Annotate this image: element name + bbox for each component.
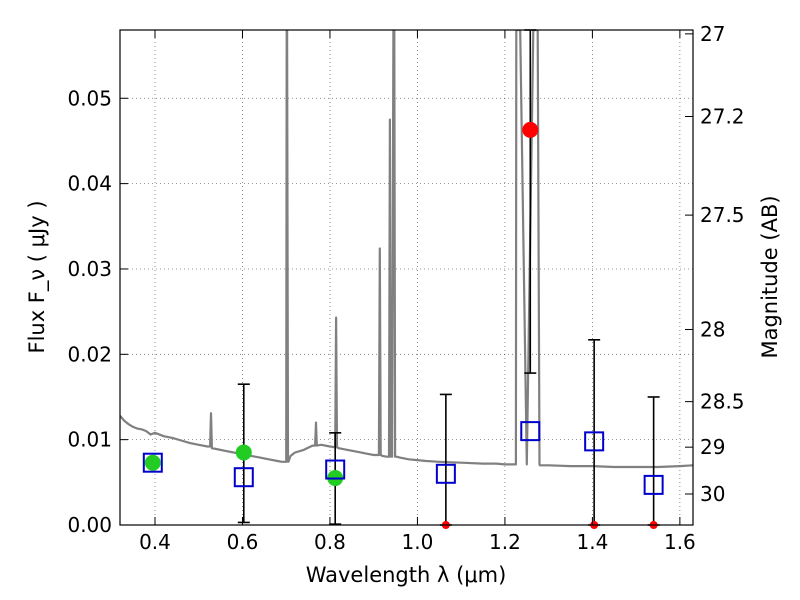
model-spectrum-line bbox=[120, 30, 693, 469]
x-tick-label: 1.4 bbox=[576, 530, 608, 554]
x-tick-label: 1.2 bbox=[489, 530, 521, 554]
x-tick-label: 0.4 bbox=[139, 530, 171, 554]
model-photometry-point bbox=[325, 459, 346, 480]
magnitude-tick-label: 27.2 bbox=[700, 104, 745, 128]
model-photometry-point bbox=[142, 452, 163, 473]
observed-point bbox=[144, 454, 161, 471]
y-tick-label: 0.04 bbox=[67, 172, 112, 196]
y-axis-ticks: 0.00 0.01 0.02 0.03 0.04 0.05 bbox=[67, 86, 128, 537]
model-photometry-point bbox=[584, 431, 605, 452]
magnitude-axis-ticks: 27 27.2 27.5 28 28.5 29 30 bbox=[685, 22, 745, 506]
observed-point bbox=[235, 444, 252, 461]
x-axis-label: Wavelength λ (μm) bbox=[306, 563, 507, 587]
model-photometry-point bbox=[643, 474, 664, 495]
magnitude-axis-label: Magnitude (AB) bbox=[758, 195, 782, 358]
grid-lines bbox=[120, 30, 693, 526]
observed-point bbox=[522, 121, 539, 138]
y-tick-label: 0.05 bbox=[67, 86, 112, 110]
x-tick-label: 1.0 bbox=[402, 530, 434, 554]
magnitude-tick-label: 29 bbox=[700, 435, 725, 459]
x-tick-label: 1.6 bbox=[664, 530, 696, 554]
x-tick-label: 0.6 bbox=[227, 530, 259, 554]
magnitude-tick-label: 30 bbox=[700, 482, 725, 506]
data-points bbox=[142, 121, 664, 529]
magnitude-tick-label: 28 bbox=[700, 317, 725, 341]
y-tick-label: 0.01 bbox=[67, 428, 112, 452]
spectrum-layer bbox=[120, 30, 693, 469]
model-photometry-point bbox=[233, 467, 254, 488]
y-tick-label: 0.00 bbox=[67, 513, 112, 537]
magnitude-tick-label: 27.5 bbox=[700, 203, 745, 227]
magnitude-tick-label: 28.5 bbox=[700, 390, 745, 414]
model-photometry-point bbox=[435, 463, 456, 484]
y-tick-label: 0.02 bbox=[67, 342, 112, 366]
x-axis-ticks: 0.4 0.6 0.8 1.0 1.2 1.4 1.6 bbox=[139, 30, 696, 554]
plot-frame bbox=[119, 29, 694, 526]
model-photometry-point bbox=[520, 421, 541, 442]
x-tick-label: 0.8 bbox=[314, 530, 346, 554]
y-axis-label: Flux F_ν ( μJy ) bbox=[25, 200, 50, 353]
magnitude-tick-label: 27 bbox=[700, 22, 725, 46]
y-tick-label: 0.03 bbox=[67, 257, 112, 281]
